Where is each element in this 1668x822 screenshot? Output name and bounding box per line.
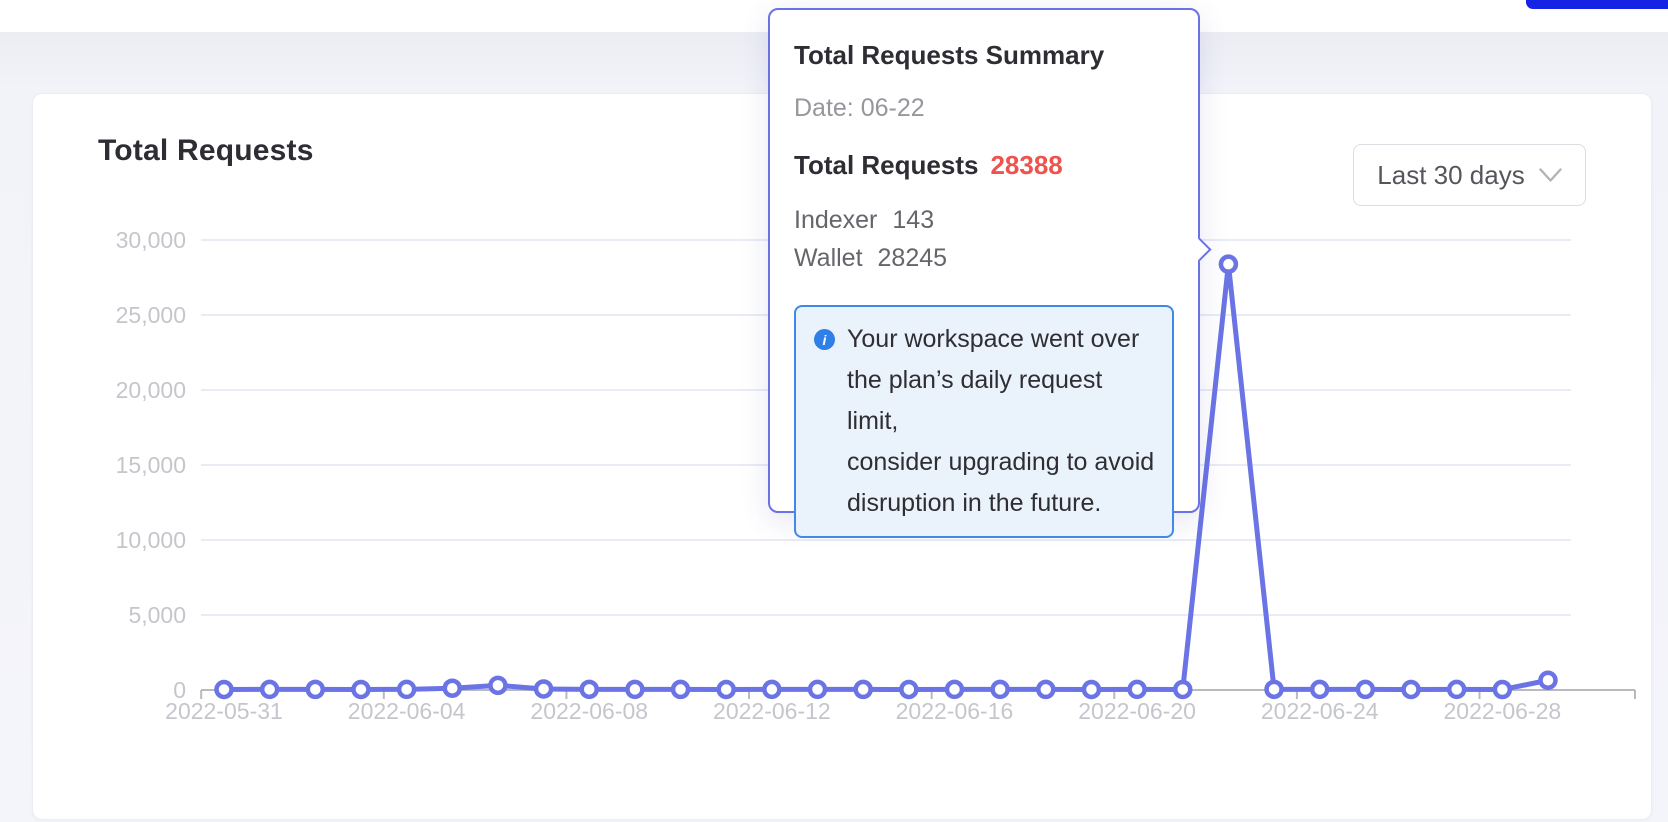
tooltip-total-row: Total Requests 28388 — [794, 149, 1174, 181]
data-point[interactable] — [305, 679, 326, 700]
tooltip-date: Date: 06-22 — [794, 94, 925, 122]
x-axis-label: 2022-06-04 — [348, 698, 466, 724]
data-point[interactable] — [579, 679, 599, 700]
y-axis-label: 30,000 — [116, 227, 186, 253]
data-point[interactable] — [1036, 679, 1056, 700]
data-point[interactable] — [1492, 679, 1513, 700]
y-axis-label: 0 — [173, 677, 186, 703]
tooltip-indexer-row: Indexer 143 — [794, 205, 1174, 235]
data-point[interactable] — [1081, 679, 1102, 700]
y-axis-label: 5,000 — [128, 602, 186, 628]
chart-tooltip: Total Requests Summary Date: 06-22 Total… — [768, 8, 1212, 538]
data-point[interactable] — [396, 679, 417, 700]
tooltip-indexer-label: Indexer — [794, 206, 878, 234]
y-axis-label: 15,000 — [116, 452, 186, 478]
x-axis-label: 2022-05-31 — [165, 698, 283, 724]
tooltip-total-value: 28388 — [990, 150, 1063, 180]
x-axis-label: 2022-06-08 — [530, 698, 648, 724]
x-axis-label: 2022-06-20 — [1078, 698, 1196, 724]
data-point[interactable] — [214, 679, 234, 700]
data-point[interactable] — [807, 679, 828, 700]
data-point[interactable] — [762, 679, 782, 700]
x-axis-label: 2022-06-28 — [1444, 698, 1562, 724]
primary-action-button-cropped[interactable] — [1526, 0, 1668, 9]
data-point[interactable] — [1355, 679, 1376, 700]
data-point[interactable] — [1538, 670, 1558, 690]
tooltip-total-label: Total Requests — [794, 150, 979, 180]
data-point[interactable] — [351, 679, 371, 700]
x-axis-label: 2022-06-12 — [713, 698, 831, 724]
data-point[interactable] — [533, 679, 554, 699]
data-point[interactable] — [1264, 679, 1284, 700]
data-point[interactable] — [442, 678, 463, 698]
data-point[interactable] — [625, 679, 645, 700]
date-range-dropdown[interactable]: Last 30 days — [1353, 144, 1586, 206]
data-point[interactable] — [944, 679, 965, 700]
y-axis-label: 20,000 — [116, 377, 186, 403]
info-icon: i — [814, 329, 835, 350]
data-point-highlighted[interactable] — [1218, 254, 1239, 274]
data-point[interactable] — [488, 675, 508, 696]
data-point[interactable] — [1309, 679, 1330, 700]
data-point[interactable] — [1446, 679, 1467, 700]
y-axis-label: 10,000 — [116, 527, 186, 553]
data-point[interactable] — [259, 679, 280, 700]
tooltip-indexer-value: 143 — [892, 206, 935, 234]
data-point[interactable] — [1173, 679, 1193, 700]
y-axis-label: 25,000 — [116, 302, 186, 328]
data-point[interactable] — [716, 679, 736, 700]
data-point[interactable] — [1127, 679, 1147, 700]
data-point[interactable] — [1401, 679, 1421, 700]
x-axis-label: 2022-06-16 — [896, 698, 1014, 724]
tooltip-wallet-label: Wallet — [794, 244, 863, 272]
tooltip-title: Total Requests Summary — [794, 40, 1105, 70]
data-point[interactable] — [899, 679, 919, 700]
x-axis-label: 2022-06-24 — [1261, 698, 1379, 724]
data-point[interactable] — [670, 679, 691, 700]
date-range-value: Last 30 days — [1377, 159, 1525, 190]
tooltip-wallet-row: Wallet 28245 — [794, 243, 1174, 273]
tooltip-wallet-value: 28245 — [877, 244, 948, 272]
data-point[interactable] — [990, 679, 1010, 700]
chevron-down-icon — [1539, 167, 1562, 182]
limit-warning-alert: i Your workspace went over the plan’s da… — [794, 305, 1174, 538]
page-title: Total Requests — [98, 134, 314, 167]
data-point[interactable] — [853, 679, 873, 700]
limit-warning-text: Your workspace went over the plan’s dail… — [847, 325, 1155, 517]
